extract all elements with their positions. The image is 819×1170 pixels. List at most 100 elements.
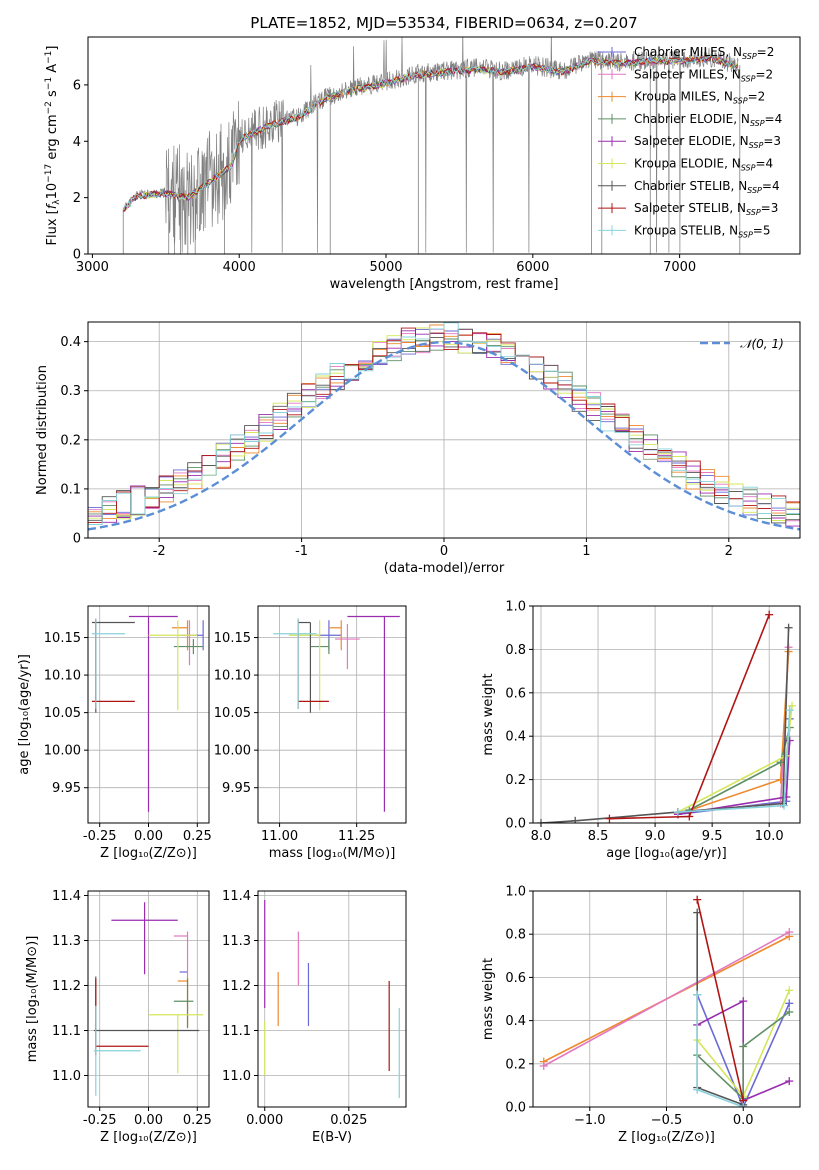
panel-mass_vs_ebv: 0.000 0.025 11.0 11.1 11.2 11.3 11.4 E(B-V) bbox=[222, 889, 407, 1145]
series-kroupa_stelib bbox=[693, 990, 748, 1107]
legend-imf: Salpeter bbox=[634, 67, 684, 81]
legend-lib: STELIB bbox=[690, 179, 731, 193]
legend-lib: MILES bbox=[690, 45, 726, 59]
y-tick-label: 0.6 bbox=[505, 971, 526, 986]
x-tick-label: −0.5 bbox=[651, 1113, 683, 1128]
errorbar-point bbox=[91, 618, 135, 709]
panel-massweight_vs_age: 8.0 8.5 9.0 9.5 10.0 0.0 0.2 0.4 0.6 0.8 1.0 age [l… bbox=[481, 600, 801, 861]
series-salpeter_miles bbox=[539, 928, 794, 1070]
legend-n-sub: SSP bbox=[746, 208, 761, 217]
legend-n-prefix: N bbox=[738, 179, 747, 193]
y-axis-label: age [log₁₀(age/yr)] bbox=[17, 654, 32, 775]
plot-area bbox=[539, 895, 794, 1107]
panel-age_vs_Z: -0.25 0.00 0.25 9.95 10.00 10.05 10.10 10.15 Z [… bbox=[17, 605, 212, 861]
legend-item: Kroupa STELIB, NSSP=5 bbox=[598, 223, 771, 239]
y-tick-label: 10.05 bbox=[214, 706, 251, 721]
histogram-kroupa_miles bbox=[88, 324, 800, 528]
series-line bbox=[696, 994, 791, 1107]
legend-imf: Chabrier bbox=[634, 45, 686, 59]
errorbar-point bbox=[347, 615, 400, 812]
series-line bbox=[696, 899, 744, 1101]
y-tick-label: 0.2 bbox=[505, 1057, 526, 1072]
axes-frame bbox=[532, 890, 801, 1108]
legend-lib: STELIB bbox=[680, 223, 721, 237]
legend-imf: Chabrier bbox=[634, 179, 686, 193]
axes-frame bbox=[257, 890, 407, 1108]
plot-area bbox=[91, 615, 204, 812]
legend-n-number: 5 bbox=[763, 223, 771, 237]
data-point bbox=[685, 812, 694, 821]
x-axis-label: Z [log₁₀(Z/Z⊙)] bbox=[100, 1130, 197, 1145]
errorbar-point bbox=[93, 1005, 141, 1096]
y-tick-label: 11.1 bbox=[52, 1024, 81, 1039]
legend-n-sub: SSP bbox=[747, 186, 762, 195]
legend-item: Kroupa ELODIE, NSSP=4 bbox=[598, 157, 773, 173]
data-point bbox=[605, 814, 614, 823]
y-tick-label: 11.1 bbox=[222, 1024, 251, 1039]
plot-area bbox=[93, 902, 204, 1096]
data-point bbox=[785, 986, 794, 995]
legend-label: Chabrier STELIB, NSSP=4 bbox=[634, 179, 780, 195]
legend-label: Kroupa MILES, NSSP=2 bbox=[634, 90, 765, 106]
x-tick-label: -2 bbox=[153, 544, 166, 559]
x-axis-label: wavelength [Angstrom, rest frame] bbox=[330, 277, 559, 292]
x-tick-label: -0.25 bbox=[83, 1113, 117, 1128]
panel-mass_vs_Z: -0.25 0.00 0.25 11.0 11.1 11.2 11.3 11.4 Z [log₁… bbox=[25, 889, 212, 1145]
legend-n-prefix: N bbox=[732, 67, 741, 81]
legend-imf: Kroupa bbox=[634, 90, 676, 104]
legend-item: Salpeter STELIB, NSSP=3 bbox=[598, 201, 778, 217]
x-tick-label: -0.25 bbox=[83, 829, 117, 844]
y-tick-label: 0.8 bbox=[505, 643, 526, 658]
y-tick-label: 0.6 bbox=[505, 686, 526, 701]
y-tick-label: 6 bbox=[73, 78, 81, 93]
errorbar-point bbox=[273, 618, 317, 709]
series-chabrier_stelib bbox=[693, 908, 748, 1107]
y-axis-label-part: ] bbox=[45, 46, 60, 51]
axes-frame bbox=[532, 605, 801, 824]
data-point bbox=[739, 1042, 748, 1051]
y-tick-label: 11.2 bbox=[52, 979, 81, 994]
y-axis-label-part: A bbox=[45, 64, 60, 77]
legend-n-sub: SSP bbox=[749, 141, 764, 150]
x-tick-label: 8.0 bbox=[531, 829, 552, 844]
legend-item: Chabrier MILES, NSSP=2 bbox=[598, 45, 774, 61]
legend-n-number: 2 bbox=[766, 67, 774, 81]
data-point bbox=[785, 1077, 794, 1086]
x-tick-label: 7000 bbox=[663, 260, 696, 275]
y-tick-label: 0.0 bbox=[505, 1101, 526, 1116]
x-tick-label: 0 bbox=[440, 544, 448, 559]
legend-n-sub: SSP bbox=[750, 119, 765, 128]
x-tick-label: 0.00 bbox=[134, 1113, 163, 1128]
observed-spectrum bbox=[122, 37, 739, 253]
errorbar-point bbox=[173, 978, 194, 1029]
legend-n-prefix: N bbox=[741, 112, 750, 126]
y-tick-label: 11.3 bbox=[52, 934, 81, 949]
series-line bbox=[609, 614, 770, 820]
errorbar-point bbox=[91, 621, 135, 713]
legend-n-number: 4 bbox=[775, 112, 783, 126]
legend-n-prefix: N bbox=[737, 201, 746, 215]
y-tick-label: 4 bbox=[73, 135, 81, 150]
y-axis-label-part: −17 bbox=[44, 164, 54, 183]
x-tick-label: 6000 bbox=[516, 260, 549, 275]
histogram-kroupa_stelib bbox=[88, 322, 800, 525]
data-point bbox=[739, 1103, 748, 1107]
axes-frame bbox=[87, 321, 801, 539]
panel-massweight_vs_Z: −1.0 −0.5 0.0 0.0 0.2 0.4 0.6 0.8 1.0 Z [log₁₀(Z/… bbox=[481, 885, 801, 1145]
legend: 𝒩(0, 1) bbox=[700, 337, 784, 351]
y-tick-label: 0.2 bbox=[505, 773, 526, 788]
legend-label: Salpeter STELIB, NSSP=3 bbox=[634, 201, 778, 217]
model-fit-kroupa_stelib bbox=[122, 54, 739, 211]
legend-n-value: = bbox=[765, 112, 775, 126]
x-axis-label: Z [log₁₀(Z/Z⊙)] bbox=[618, 1130, 715, 1145]
legend-n-number: 2 bbox=[767, 45, 775, 59]
x-axis-label: age [log₁₀(age/yr)] bbox=[606, 846, 727, 861]
legend-lib: ELODIE bbox=[680, 157, 724, 171]
plot-area bbox=[273, 615, 400, 812]
x-tick-label: −1.0 bbox=[574, 1113, 606, 1128]
y-tick-label: 0.0 bbox=[505, 817, 526, 832]
plot-area bbox=[536, 610, 797, 823]
panel-residuals: -2 -1 0 1 2 0 0.1 0.2 0.3 0.4 (data-model)/error No… bbox=[35, 321, 801, 576]
y-tick-label: 2 bbox=[73, 191, 81, 206]
